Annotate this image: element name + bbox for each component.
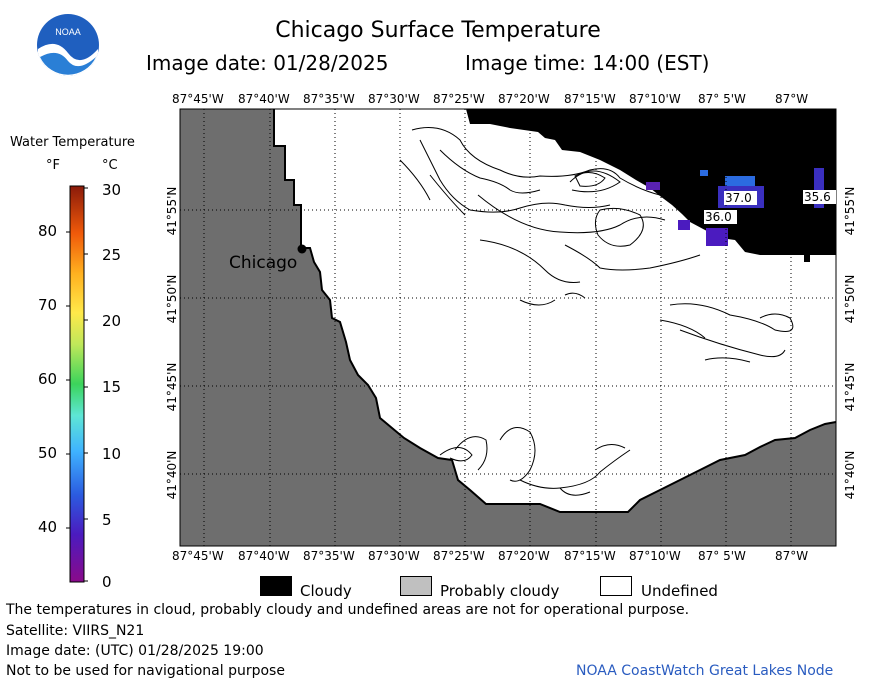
lat-tick-right: 41°40'N bbox=[843, 450, 857, 500]
colorbar-f-tick: 50 bbox=[38, 444, 58, 462]
lon-tick-top: 87°40'W bbox=[238, 92, 290, 106]
lat-tick-right: 41°55'N bbox=[843, 186, 857, 236]
lon-tick-bottom: 87°W bbox=[775, 549, 809, 563]
colorbar bbox=[66, 185, 88, 583]
legend-label-undefined: Undefined bbox=[641, 582, 718, 600]
cold-water-patch bbox=[646, 182, 660, 190]
lon-tick-top: 87°10'W bbox=[629, 92, 681, 106]
colorbar-gradient bbox=[69, 185, 85, 583]
colorbar-c-tick: 0 bbox=[102, 573, 112, 591]
noaa-logo-icon: NOAA bbox=[37, 14, 99, 77]
lon-tick-bottom: 87°30'W bbox=[368, 549, 420, 563]
lat-tick-right: 41°50'N bbox=[843, 274, 857, 324]
lon-tick-top: 87°25'W bbox=[433, 92, 485, 106]
noaa-logo-text: NOAA bbox=[55, 27, 81, 37]
lat-tick-right: 41°45'N bbox=[843, 362, 857, 412]
lon-tick-top: 87°30'W bbox=[368, 92, 420, 106]
lat-tick-left: 41°55'N bbox=[165, 186, 179, 236]
satellite-info: Satellite: VIIRS_N21 bbox=[6, 623, 145, 639]
lon-tick-bottom: 87°40'W bbox=[238, 549, 290, 563]
colorbar-c-tick: 30 bbox=[102, 181, 122, 199]
lon-tick-top: 87° 5'W bbox=[698, 92, 746, 106]
lon-tick-top: 87°W bbox=[775, 92, 809, 106]
colorbar-f-tick: 80 bbox=[38, 222, 58, 240]
temp-label-box bbox=[724, 191, 757, 205]
colorbar-c-tick: 25 bbox=[102, 246, 122, 264]
lon-tick-top: 87°20'W bbox=[498, 92, 550, 106]
colorbar-f-tick: 40 bbox=[38, 518, 58, 536]
colorbar-f-tick: 60 bbox=[38, 370, 58, 388]
lat-tick-left: 41°45'N bbox=[165, 362, 179, 412]
lon-tick-bottom: 87° 5'W bbox=[698, 549, 746, 563]
lon-tick-bottom: 87°10'W bbox=[629, 549, 681, 563]
city-marker bbox=[297, 244, 307, 254]
map-frame bbox=[179, 108, 837, 547]
lon-tick-top: 87°45'W bbox=[172, 92, 224, 106]
image-time: Image time: 14:00 (EST) bbox=[465, 51, 710, 75]
colorbar-c-tick: 20 bbox=[102, 312, 122, 330]
nav-warning: Not to be used for navigational purpose bbox=[6, 663, 285, 679]
disclaimer: The temperatures in cloud, probably clou… bbox=[6, 602, 690, 618]
image-date: Image date: 01/28/2025 bbox=[146, 51, 389, 75]
cold-water-patch bbox=[706, 228, 728, 246]
lon-tick-bottom: 87°20'W bbox=[498, 549, 550, 563]
temp-label-box bbox=[803, 190, 836, 204]
legend-swatch-undefined bbox=[600, 576, 632, 596]
lon-tick-bottom: 87°15'W bbox=[564, 549, 616, 563]
page-title: Chicago Surface Temperature bbox=[275, 18, 601, 43]
legend-label-cloudy: Cloudy bbox=[300, 582, 352, 600]
graticule bbox=[180, 109, 836, 546]
lon-tick-bottom: 87°35'W bbox=[303, 549, 355, 563]
colorbar-unit-c: °C bbox=[102, 158, 118, 173]
credit: NOAA CoastWatch Great Lakes Node bbox=[576, 663, 834, 679]
utc-date: Image date: (UTC) 01/28/2025 19:00 bbox=[6, 643, 264, 659]
legend-swatch-probably-cloudy bbox=[400, 576, 432, 596]
isotherm-contours bbox=[399, 127, 794, 496]
temp-label: 35.6 bbox=[804, 190, 831, 204]
colorbar-f-tick: 70 bbox=[38, 296, 58, 314]
lat-tick-left: 41°40'N bbox=[165, 450, 179, 500]
cold-water-patch bbox=[700, 170, 708, 176]
land-west bbox=[180, 109, 836, 546]
colorbar-c-tick: 5 bbox=[102, 511, 112, 529]
cold-water-patch bbox=[678, 220, 690, 230]
lon-tick-bottom: 87°45'W bbox=[172, 549, 224, 563]
city-label: Chicago bbox=[229, 253, 298, 273]
lon-tick-top: 87°35'W bbox=[303, 92, 355, 106]
cold-water-patch bbox=[814, 168, 824, 208]
lat-tick-left: 41°50'N bbox=[165, 274, 179, 324]
temp-label: 36.0 bbox=[705, 210, 732, 224]
colorbar-c-tick: 15 bbox=[102, 378, 122, 396]
lon-tick-top: 87°15'W bbox=[564, 92, 616, 106]
legend-label-probably-cloudy: Probably cloudy bbox=[440, 582, 560, 600]
colorbar-title: Water Temperature bbox=[10, 135, 135, 150]
temp-label-box bbox=[704, 210, 737, 224]
temp-label: 37.0 bbox=[725, 191, 752, 205]
colorbar-unit-f: °F bbox=[46, 158, 60, 173]
colorbar-c-tick: 10 bbox=[102, 445, 122, 463]
lon-tick-bottom: 87°25'W bbox=[433, 549, 485, 563]
legend-swatch-cloudy bbox=[260, 576, 292, 596]
